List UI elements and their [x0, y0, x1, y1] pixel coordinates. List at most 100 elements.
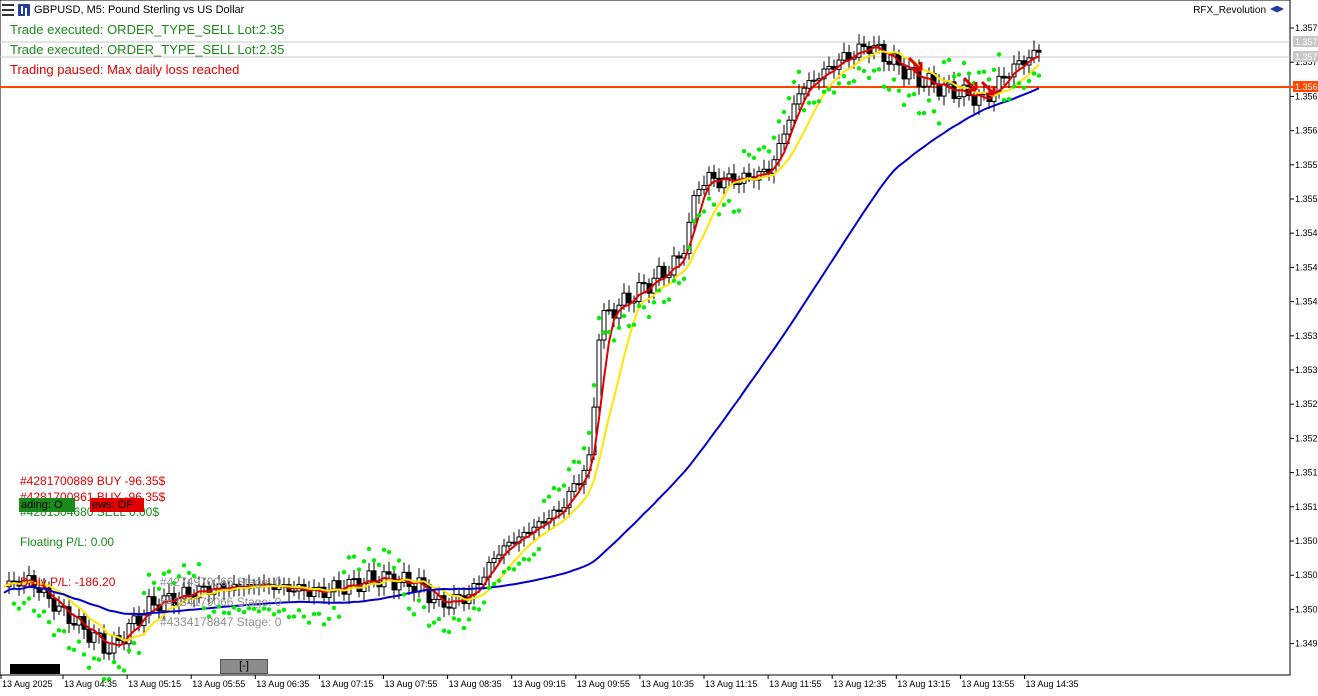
sar-dot: [421, 605, 427, 610]
candle-body: [491, 557, 497, 564]
sar-dot: [411, 612, 417, 617]
sar-dot: [86, 665, 92, 670]
sar-dot: [836, 81, 842, 86]
price-tag: [1293, 81, 1318, 92]
sar-dot: [181, 563, 187, 568]
sar-dot: [776, 119, 782, 124]
sar-dot: [431, 620, 437, 625]
sar-dot: [111, 659, 117, 665]
message-line: Trade executed: ORDER_TYPE_SELL Lot:2.35: [10, 42, 284, 57]
sar-dot: [466, 617, 472, 622]
sar-dot: [626, 323, 632, 329]
sar-dot: [681, 276, 687, 281]
candle-body: [291, 590, 297, 593]
sar-dot: [841, 74, 847, 79]
sar-dot: [896, 88, 902, 93]
sar-dot: [66, 645, 72, 651]
trading-toggle-button[interactable]: ading: O: [19, 498, 75, 512]
candle-body: [1016, 60, 1022, 65]
candle-body: [146, 596, 152, 616]
sar-dot: [861, 68, 867, 74]
message-text: Trade executed: ORDER_TYPE_SELL Lot:2.35: [10, 42, 285, 57]
menu-icon[interactable]: [2, 4, 14, 16]
price-label: 1.355: [1295, 160, 1318, 170]
sar-dot: [306, 620, 312, 625]
sar-dot: [371, 558, 377, 563]
sar-dot: [11, 601, 17, 606]
sar-dot: [851, 79, 857, 84]
time-label: 13 Aug 06:35: [256, 679, 309, 689]
sar-dot: [451, 616, 457, 621]
candle-body: [971, 95, 977, 106]
sar-dot: [786, 96, 792, 101]
time-label: 13 Aug 13:15: [897, 679, 950, 689]
sar-dot: [796, 69, 802, 75]
sar-dot: [196, 561, 202, 567]
candle-body: [821, 68, 827, 80]
sar-dot: [191, 573, 197, 579]
price-label: 1.351: [1295, 502, 1318, 512]
sar-dot: [771, 135, 777, 140]
sar-dot: [36, 613, 42, 618]
price-tag-text: 1.357: [1295, 52, 1318, 62]
sar-dot: [621, 313, 627, 319]
sar-dot: [436, 616, 442, 622]
candle-body: [521, 531, 527, 538]
sar-dot: [736, 208, 742, 213]
chart-type-icon[interactable]: [18, 4, 30, 16]
sar-dot: [651, 300, 657, 305]
sar-dot: [666, 297, 672, 302]
candle-body: [66, 606, 72, 625]
sar-dot: [546, 494, 552, 499]
sar-dot: [606, 329, 612, 335]
sar-dot: [281, 607, 287, 612]
sell-arrow: [962, 76, 978, 92]
sar-dot: [156, 586, 162, 591]
sar-dot: [346, 555, 352, 560]
sar-dot: [996, 52, 1002, 57]
sar-dot: [581, 446, 587, 451]
sar-dot: [441, 628, 447, 633]
sar-dot: [976, 70, 982, 75]
candle-body: [791, 103, 797, 121]
sar-dot: [1026, 78, 1032, 84]
sar-dot: [51, 632, 57, 638]
sar-dot: [296, 608, 302, 613]
candle-body: [186, 586, 192, 596]
time-label: 13 Aug 05:55: [192, 679, 245, 689]
sar-dot: [366, 546, 372, 552]
news-toggle-button[interactable]: ews: OF: [90, 498, 144, 512]
candle-body: [396, 581, 402, 591]
candle-body: [401, 571, 407, 583]
candle-body: [151, 596, 157, 606]
price-label: 1.353: [1295, 331, 1318, 341]
ea-label[interactable]: RFX_Revolution: [1193, 5, 1284, 16]
sar-dot: [376, 562, 382, 567]
sar-dot: [176, 574, 182, 579]
price-label: 1.352: [1295, 433, 1318, 443]
sar-dot: [661, 299, 667, 305]
sar-dot: [761, 145, 767, 150]
time-label: 13 Aug 14:35: [1026, 679, 1079, 689]
candle-body: [856, 43, 862, 58]
candle-body: [621, 292, 627, 306]
sar-dot: [726, 198, 732, 204]
sar-dot: [561, 483, 567, 488]
sar-dot: [706, 196, 712, 201]
sar-dot: [716, 212, 722, 217]
price-label: 1.356: [1295, 126, 1318, 136]
sar-dot: [876, 67, 882, 72]
sar-dot: [571, 459, 577, 464]
sar-dot: [16, 606, 22, 611]
sar-dot: [821, 89, 827, 94]
sar-dot: [586, 430, 592, 435]
time-label: 13 Aug 12:35: [833, 679, 886, 689]
collapse-button[interactable]: [-]: [220, 659, 268, 674]
time-label: 13 Aug 07:15: [320, 679, 373, 689]
sar-dot: [316, 611, 322, 617]
sar-dot: [791, 79, 797, 85]
sar-dot: [921, 110, 927, 116]
price-label: 1.349: [1295, 639, 1318, 649]
sar-dot: [76, 639, 82, 644]
